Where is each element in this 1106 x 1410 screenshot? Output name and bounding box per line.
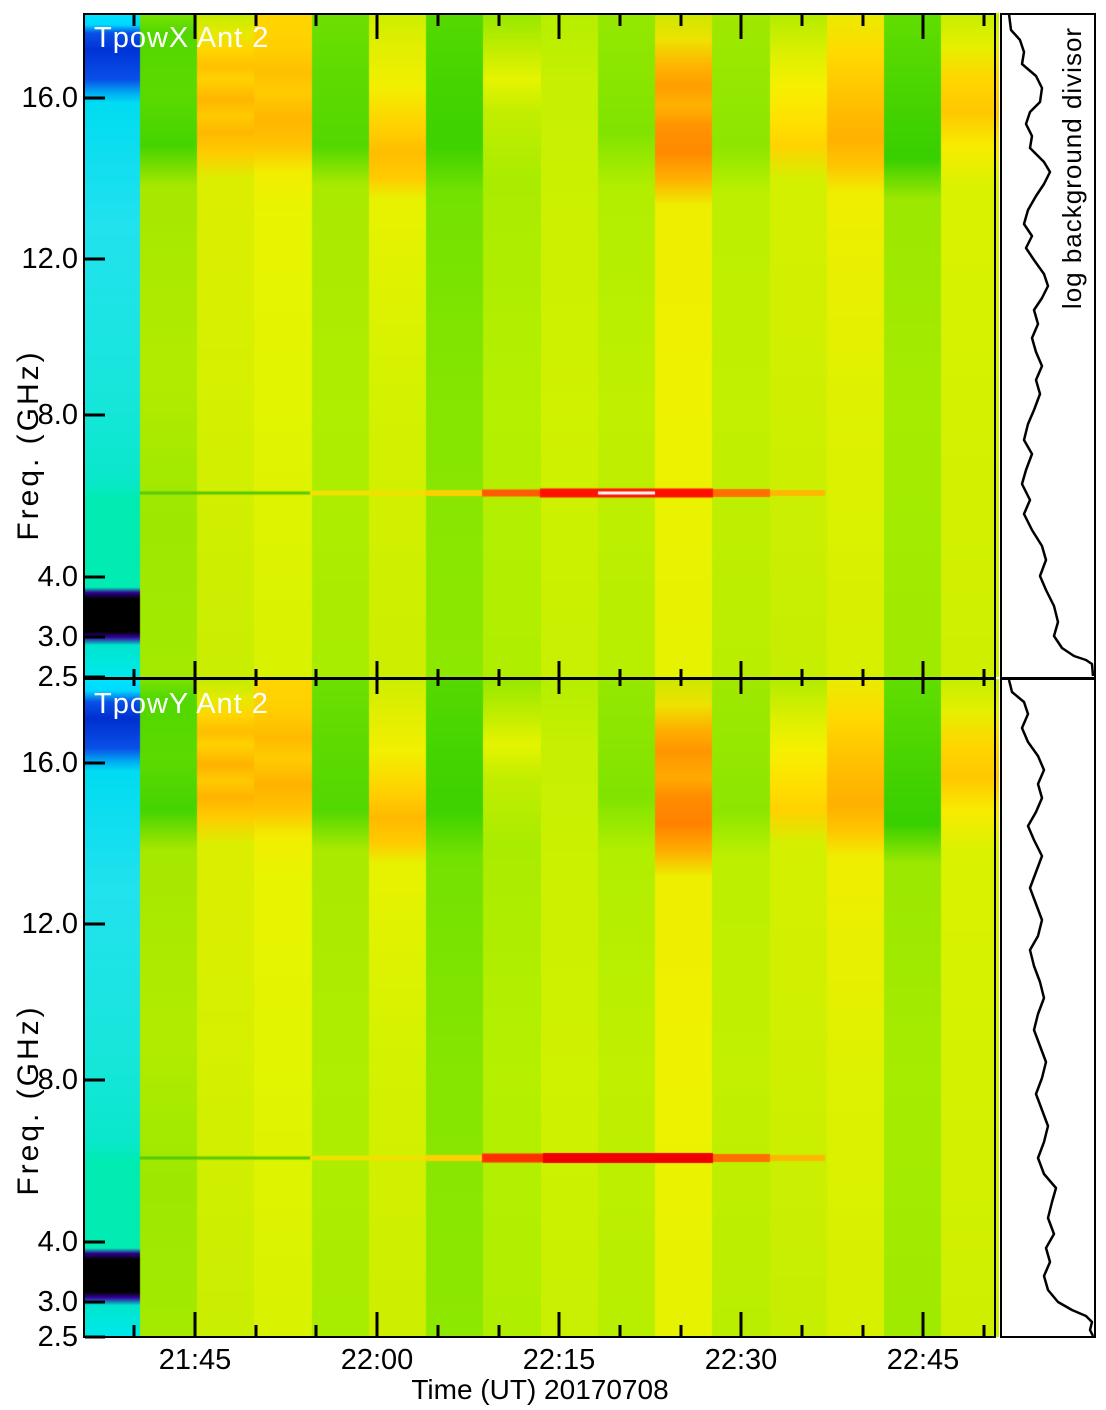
x-axis-title: Time (UT) 20170708 (411, 1374, 669, 1405)
y-tick-label: 12.0 (21, 908, 78, 940)
spectrogram-heatmap-tpowx (83, 13, 999, 677)
side-panel-border-bottom (1000, 678, 1096, 1338)
y-tick-label: 8.0 (37, 1064, 78, 1096)
background-divisor-curve-tpowy (1007, 679, 1095, 1337)
y-tick-label: 4.0 (37, 1226, 78, 1258)
y-tick-label: 2.5 (37, 1321, 78, 1353)
y-tick-label: 16.0 (21, 82, 78, 114)
panel-title-tpowx: TpowX Ant 2 (94, 22, 270, 54)
y-tick-label: 16.0 (21, 747, 78, 779)
spectrogram-heatmap-tpowy (83, 679, 999, 1337)
y-tick-label: 2.5 (37, 661, 78, 693)
y-tick-label: 3.0 (37, 1286, 78, 1318)
y-tick-label: 8.0 (37, 399, 78, 431)
y-tick-label: 3.0 (37, 621, 78, 653)
x-tick-label: 22:30 (704, 1344, 778, 1376)
x-tick-label: 21:45 (158, 1344, 232, 1376)
side-panel-border-top (1000, 13, 1096, 679)
panel-border-tpowx (83, 13, 996, 679)
x-tick-label: 22:45 (886, 1344, 960, 1376)
x-tick-label: 22:15 (522, 1344, 596, 1376)
panel-border-tpowy (83, 678, 996, 1338)
background-divisor-curve-tpowx (1007, 13, 1095, 677)
x-tick-label: 22:00 (340, 1344, 414, 1376)
y-tick-label: 12.0 (21, 243, 78, 275)
side-panel-title: log background divisor (1057, 26, 1087, 310)
y-tick-label: 4.0 (37, 561, 78, 593)
panel-title-tpowy: TpowY Ant 2 (94, 688, 269, 720)
